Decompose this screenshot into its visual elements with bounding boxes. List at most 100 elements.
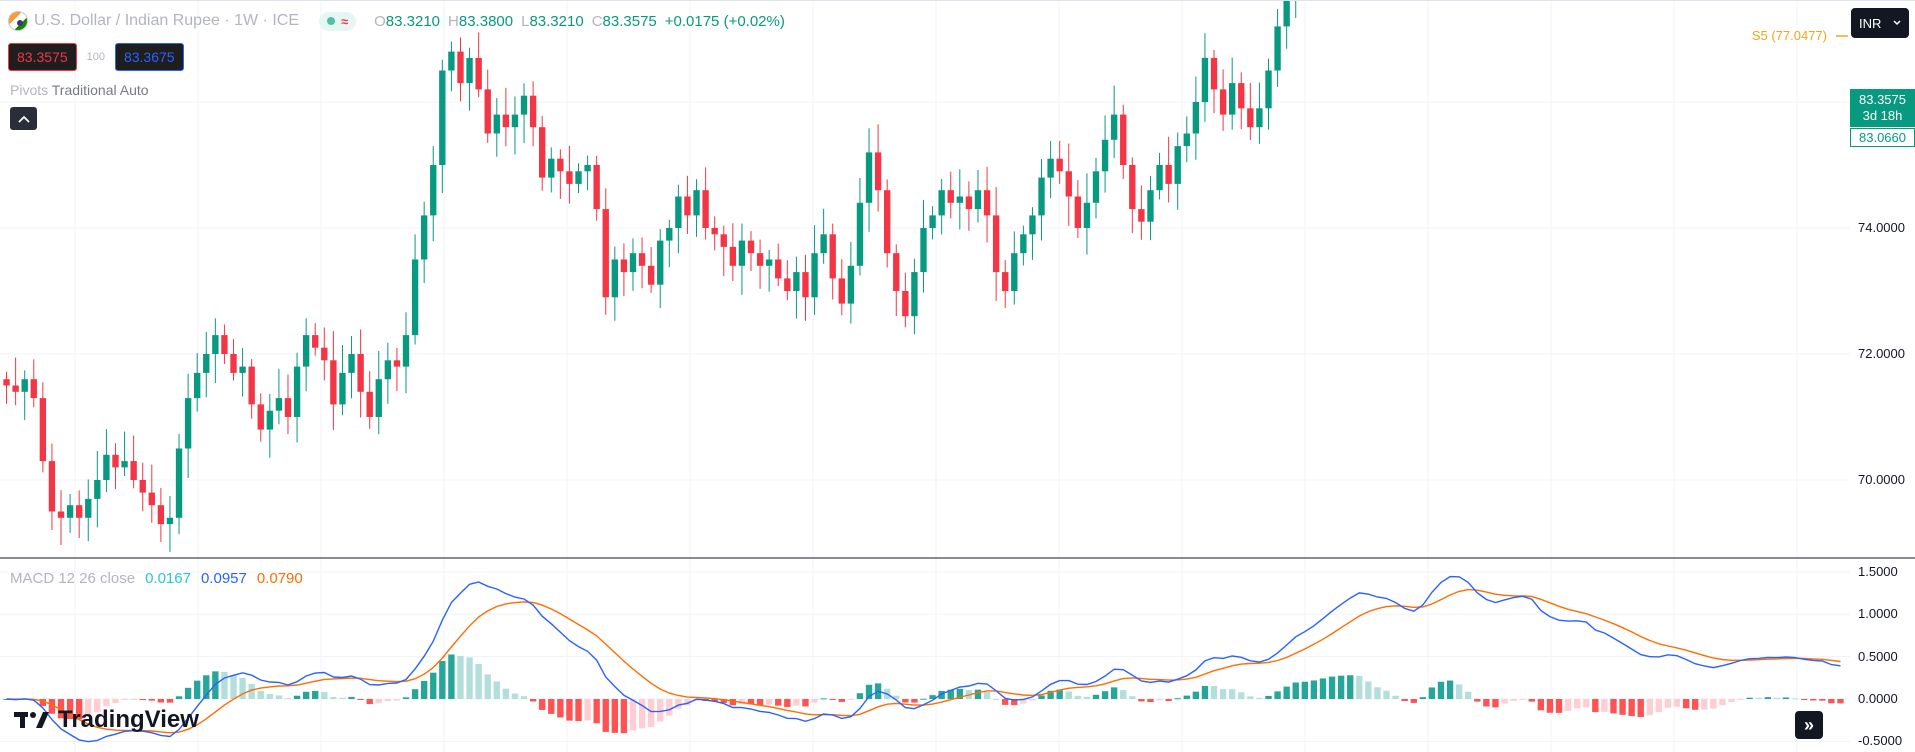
macd-histogram-bar (75, 699, 83, 720)
macd-histogram-bar (1283, 686, 1290, 699)
macd-histogram-bar (1092, 694, 1100, 699)
sell-button[interactable]: 83.3575 (8, 43, 77, 71)
macd-histogram-bar (1328, 676, 1336, 699)
macd-histogram-bar (520, 696, 528, 699)
double-chevron-right-icon: » (1803, 714, 1814, 735)
macd-histogram-bar (1673, 699, 1681, 707)
macd-histogram-bar (1446, 680, 1454, 699)
macd-histogram-bar (502, 688, 510, 699)
candle (1011, 231, 1018, 305)
macd-histogram-bar (1655, 699, 1663, 713)
candle (1201, 33, 1209, 122)
candle (1265, 58, 1272, 130)
macd-histogram-bar (1837, 699, 1844, 704)
macd-histogram-bar (911, 699, 918, 703)
macd-histogram-bar (820, 698, 827, 700)
macd-histogram-bar (1392, 695, 1399, 699)
macd-histogram-bar (711, 699, 718, 702)
macd-histogram-bar (1728, 699, 1735, 703)
tradingview-logo[interactable]: TradingView (14, 706, 199, 734)
candle (548, 147, 555, 193)
candle (85, 479, 92, 542)
candle (448, 41, 455, 92)
macd-histogram-bar (666, 699, 673, 716)
macd-histogram-bar (893, 695, 900, 699)
macd-histogram-bar (1719, 699, 1726, 706)
candle (239, 348, 246, 397)
macd-legend[interactable]: MACD 12 26 close 0.0167 0.0957 0.0790 (10, 570, 303, 587)
symbol-title[interactable]: U.S. Dollar / Indian Rupee · 1W · ICE (34, 12, 299, 29)
candle (1101, 115, 1109, 193)
candle (557, 149, 564, 199)
macd-histogram-bar (566, 699, 573, 721)
macd-histogram-bar (1047, 690, 1054, 699)
macd-histogram-bar (248, 684, 255, 699)
macd-histogram-bar (856, 693, 864, 699)
macd-histogram-bar (1573, 699, 1581, 709)
macd-histogram-bar (1510, 699, 1517, 701)
macd-histogram-bar (1682, 699, 1690, 709)
delayed-data-icon: ≈ (340, 13, 349, 29)
candle (629, 238, 637, 291)
macd-histogram-bar (1492, 699, 1499, 708)
candle (1210, 49, 1218, 114)
candle (184, 373, 192, 479)
candle (865, 128, 873, 232)
pivot-level-label: S5 (77.0477) (1751, 27, 1827, 43)
macd-histogram-bar (1537, 699, 1545, 711)
macd-histogram-bar (956, 688, 963, 699)
price-axis-tick: 70.0000 (1858, 472, 1905, 487)
current-price-label: 83.3575 3d 18h (1850, 89, 1915, 127)
candle (775, 243, 782, 286)
currency-selector[interactable]: INR (1851, 8, 1909, 38)
collapse-legend-button[interactable] (10, 107, 37, 130)
macd-histogram-bar (302, 691, 310, 699)
macd-histogram-bar (420, 680, 428, 699)
macd-histogram-bar (293, 695, 301, 699)
candle (1083, 173, 1091, 255)
macd-histogram-bar (620, 699, 628, 734)
macd-histogram-bar (1038, 695, 1045, 699)
macd-histogram-bar (675, 699, 682, 709)
macd-histogram-bar (1755, 697, 1762, 699)
buy-button[interactable]: 83.3675 (114, 43, 184, 71)
candle (1065, 143, 1072, 226)
candle (475, 32, 482, 98)
macd-histogram-bar (1219, 689, 1227, 699)
candle (484, 69, 491, 143)
candle (266, 393, 274, 458)
candle (1047, 141, 1054, 199)
candle (148, 464, 155, 523)
candle (1238, 72, 1245, 130)
macd-histogram-bar (1183, 695, 1190, 699)
macd-histogram-bar (1501, 699, 1508, 704)
macd-histogram-bar (284, 698, 292, 700)
market-status-badge[interactable]: ≈ (318, 11, 357, 31)
macd-histogram-bar (802, 699, 809, 707)
macd-histogram-bar (1110, 687, 1118, 699)
macd-histogram-bar (184, 687, 192, 699)
pivots-indicator-legend[interactable]: Pivots Traditional Auto (10, 82, 149, 98)
macd-histogram-bar (1074, 695, 1082, 699)
candle (1029, 207, 1036, 260)
macd-histogram-bar (430, 672, 437, 699)
candle (566, 145, 573, 204)
candle (30, 359, 37, 408)
candle (647, 247, 655, 293)
macd-histogram-bar (1101, 691, 1109, 699)
expand-panel-button[interactable]: » (1795, 711, 1823, 739)
macd-histogram-bar (266, 694, 274, 699)
macd-histogram-bar (194, 680, 201, 699)
macd-histogram-bar (1274, 691, 1281, 699)
candle (275, 368, 283, 425)
candle (738, 223, 746, 295)
candle (992, 187, 1000, 302)
macd-histogram-bar (393, 699, 401, 701)
candle (312, 323, 319, 356)
candle (330, 331, 337, 430)
candle (684, 175, 691, 234)
macd-histogram-bar (1356, 675, 1363, 699)
candle (1038, 159, 1045, 241)
